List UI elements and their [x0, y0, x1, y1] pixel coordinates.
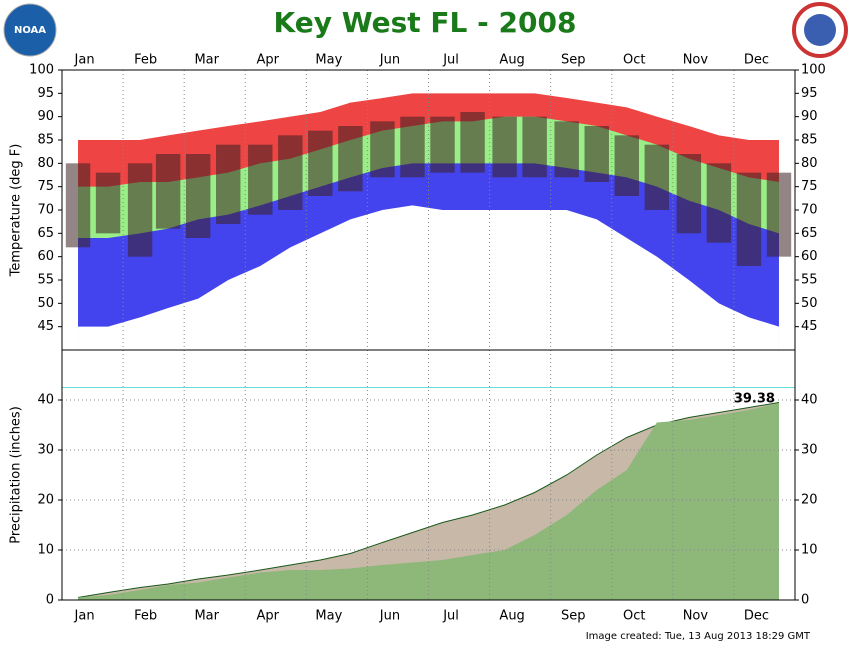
- observed-bar: [706, 163, 732, 243]
- x-tick-label: Sep: [561, 53, 586, 68]
- y-tick-label: 90: [37, 109, 54, 124]
- y2-tick-label: 100: [801, 63, 826, 78]
- observed-bar: [278, 135, 303, 210]
- observed-bar: [155, 154, 181, 229]
- x-tick-label: Feb: [134, 53, 157, 68]
- y-tick-label: 10: [37, 543, 54, 558]
- y-tick-label: 30: [37, 443, 54, 458]
- x-tick-label: Sep: [561, 609, 586, 624]
- observed-bar: [400, 116, 425, 178]
- y-tick-label: 80: [37, 156, 54, 171]
- y-tick-label: 100: [29, 63, 54, 78]
- x-tick-label: Jan: [74, 609, 95, 624]
- x-tick-label: Aug: [499, 609, 524, 624]
- x-tick-label: Nov: [683, 609, 709, 624]
- y2-tick-label: 65: [801, 226, 818, 241]
- observed-bar: [216, 144, 241, 224]
- x-tick-label: Nov: [683, 53, 709, 68]
- y2-tick-label: 40: [801, 393, 818, 408]
- y2-tick-label: 10: [801, 543, 818, 558]
- y-tick-label: 40: [37, 393, 54, 408]
- x-tick-label: Mar: [194, 53, 219, 68]
- x-tick-label: Jun: [379, 53, 400, 68]
- x-tick-label: Oct: [623, 53, 645, 68]
- y2-tick-label: 90: [801, 109, 818, 124]
- observed-bar: [127, 163, 153, 257]
- observed-bar: [370, 121, 395, 178]
- x-tick-label: Jul: [442, 53, 459, 68]
- observed-bar: [95, 172, 121, 234]
- y-axis-label: Precipitation (inches): [9, 406, 24, 544]
- y2-tick-label: 70: [801, 203, 818, 218]
- y2-tick-label: 75: [801, 179, 818, 194]
- y2-tick-label: 95: [801, 86, 818, 101]
- x-tick-label: Mar: [194, 609, 219, 624]
- y2-tick-label: 50: [801, 296, 818, 311]
- x-tick-label: Dec: [744, 53, 769, 68]
- observed-bar: [614, 135, 639, 196]
- y-tick-label: 95: [37, 86, 54, 101]
- annotation: 39.38: [734, 392, 775, 407]
- nws-logo-inner: [804, 14, 836, 46]
- y-tick-label: 50: [37, 296, 54, 311]
- y-axis-label: Temperature (deg F): [9, 144, 24, 278]
- observed-bar: [554, 121, 579, 178]
- x-tick-label: Apr: [257, 609, 280, 624]
- x-tick-label: Aug: [499, 53, 524, 68]
- y-tick-label: 60: [37, 249, 54, 264]
- y-tick-label: 55: [37, 273, 54, 288]
- observed-bar: [736, 172, 762, 266]
- y2-tick-label: 30: [801, 443, 818, 458]
- y-tick-label: 45: [37, 319, 54, 334]
- x-tick-label: Apr: [257, 53, 280, 68]
- y2-tick-label: 85: [801, 133, 818, 148]
- x-tick-label: Jun: [379, 609, 400, 624]
- chart-title: Key West FL - 2008: [274, 6, 577, 39]
- y-tick-label: 85: [37, 133, 54, 148]
- x-tick-label: Oct: [623, 609, 645, 624]
- y-tick-label: 65: [37, 226, 54, 241]
- x-tick-label: Jul: [442, 609, 459, 624]
- x-tick-label: May: [315, 609, 342, 624]
- footer: Image created: Tue, 13 Aug 2013 18:29 GM…: [586, 631, 811, 642]
- observed-bar: [65, 163, 91, 248]
- y2-tick-label: 45: [801, 319, 818, 334]
- observed-bar: [308, 130, 333, 196]
- observed-bar: [460, 112, 485, 173]
- observed-bar: [492, 116, 517, 178]
- x-tick-label: Dec: [744, 609, 769, 624]
- x-tick-label: Feb: [134, 609, 157, 624]
- x-tick-label: May: [315, 53, 342, 68]
- observed-bar: [644, 144, 670, 210]
- x-tick-label: Jan: [74, 53, 95, 68]
- y2-tick-label: 60: [801, 249, 818, 264]
- y-tick-label: 0: [46, 593, 54, 608]
- observed-bar: [522, 116, 547, 178]
- observed-bar: [676, 154, 702, 234]
- noaa-logo: [3, 3, 57, 57]
- observed-bar: [430, 116, 455, 173]
- observed-bar: [248, 144, 273, 215]
- y2-tick-label: 0: [801, 593, 809, 608]
- observed-bar: [338, 126, 363, 192]
- logo-text: NOAA: [14, 25, 46, 36]
- observed-bar: [185, 154, 211, 238]
- y-tick-label: 70: [37, 203, 54, 218]
- plot-frame: [61, 349, 796, 601]
- y2-tick-label: 55: [801, 273, 818, 288]
- observed-bar: [584, 126, 609, 182]
- y-tick-label: 75: [37, 179, 54, 194]
- y2-tick-label: 20: [801, 493, 818, 508]
- observed-bar: [766, 172, 792, 257]
- area: [78, 403, 779, 600]
- y-tick-label: 20: [37, 493, 54, 508]
- y2-tick-label: 80: [801, 156, 818, 171]
- area: [78, 205, 779, 350]
